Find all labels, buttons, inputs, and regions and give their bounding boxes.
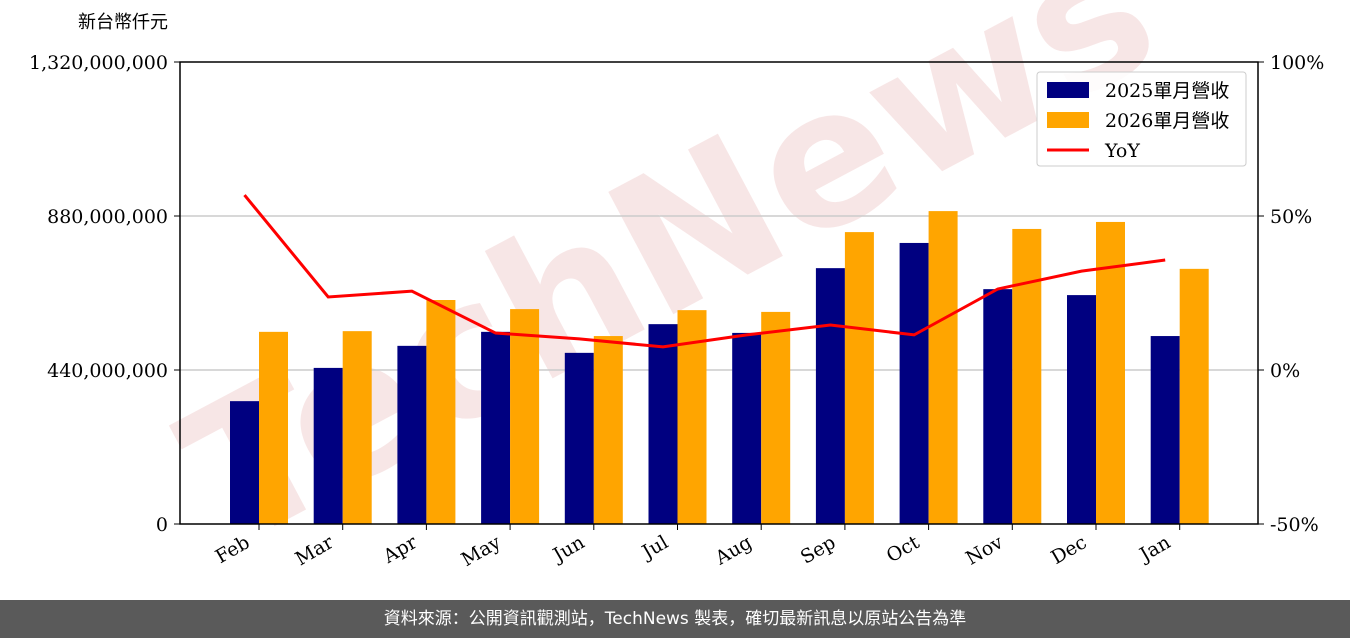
bar <box>899 242 929 524</box>
bar <box>1150 336 1180 524</box>
bar <box>313 367 343 524</box>
legend-label: 2026單月營收 <box>1105 110 1229 132</box>
x-tick-label: Dec <box>1047 531 1090 569</box>
legend-label: YoY <box>1104 140 1140 162</box>
bar <box>677 310 707 524</box>
bar <box>593 336 623 524</box>
legend-swatch <box>1047 112 1089 128</box>
x-tick-label: Apr <box>379 531 422 568</box>
y2-tick-label: 0% <box>1270 360 1300 382</box>
y-tick-label: 0 <box>156 514 168 536</box>
y-tick-label: 1,320,000,000 <box>29 52 168 74</box>
plot-frame <box>179 61 1259 525</box>
bar <box>1012 228 1042 524</box>
y2-tick-label: 50% <box>1270 206 1312 228</box>
bar <box>510 309 540 524</box>
bar <box>230 401 259 524</box>
x-tick-label: Aug <box>711 531 756 570</box>
bar <box>426 300 456 524</box>
bar <box>342 331 372 524</box>
bar <box>648 324 678 524</box>
y2-tick-label: 100% <box>1270 52 1324 74</box>
bar <box>732 332 762 524</box>
bar <box>983 289 1013 524</box>
x-tick-label: Sep <box>797 531 840 568</box>
line <box>243 194 1166 349</box>
footer: 資料來源：公開資訊觀測站，TechNews 製表，確切最新訊息以原站公告為準 <box>0 600 1350 638</box>
bar <box>1067 295 1096 524</box>
legend-box <box>1036 71 1247 167</box>
legend-swatch <box>1047 82 1089 98</box>
y-axis-label: 新台幣仟元 <box>78 12 168 33</box>
y2-tick-label: -50% <box>1270 514 1319 536</box>
bar <box>928 211 958 524</box>
bar <box>844 232 874 524</box>
y-tick-label: 880,000,000 <box>47 206 168 228</box>
bar <box>259 331 288 524</box>
x-tick-label: Jan <box>1134 531 1174 567</box>
bar <box>815 268 845 524</box>
x-tick-label: Jul <box>637 531 672 564</box>
chart: 新台幣仟元 TechNews 0440,000,000880,000,0001,… <box>29 0 1324 588</box>
bar <box>761 311 791 524</box>
bar <box>564 352 594 524</box>
bar <box>1179 268 1209 524</box>
y-tick-label: 440,000,000 <box>47 360 168 382</box>
legend-label: 2025單月營收 <box>1105 80 1229 102</box>
x-tick-label: Jun <box>548 531 589 567</box>
bar <box>397 345 427 524</box>
bar <box>1096 221 1125 524</box>
bar <box>481 331 511 524</box>
x-tick-label: Nov <box>962 531 1007 570</box>
x-tick-label: May <box>458 531 505 571</box>
x-tick-label: Oct <box>883 531 924 567</box>
